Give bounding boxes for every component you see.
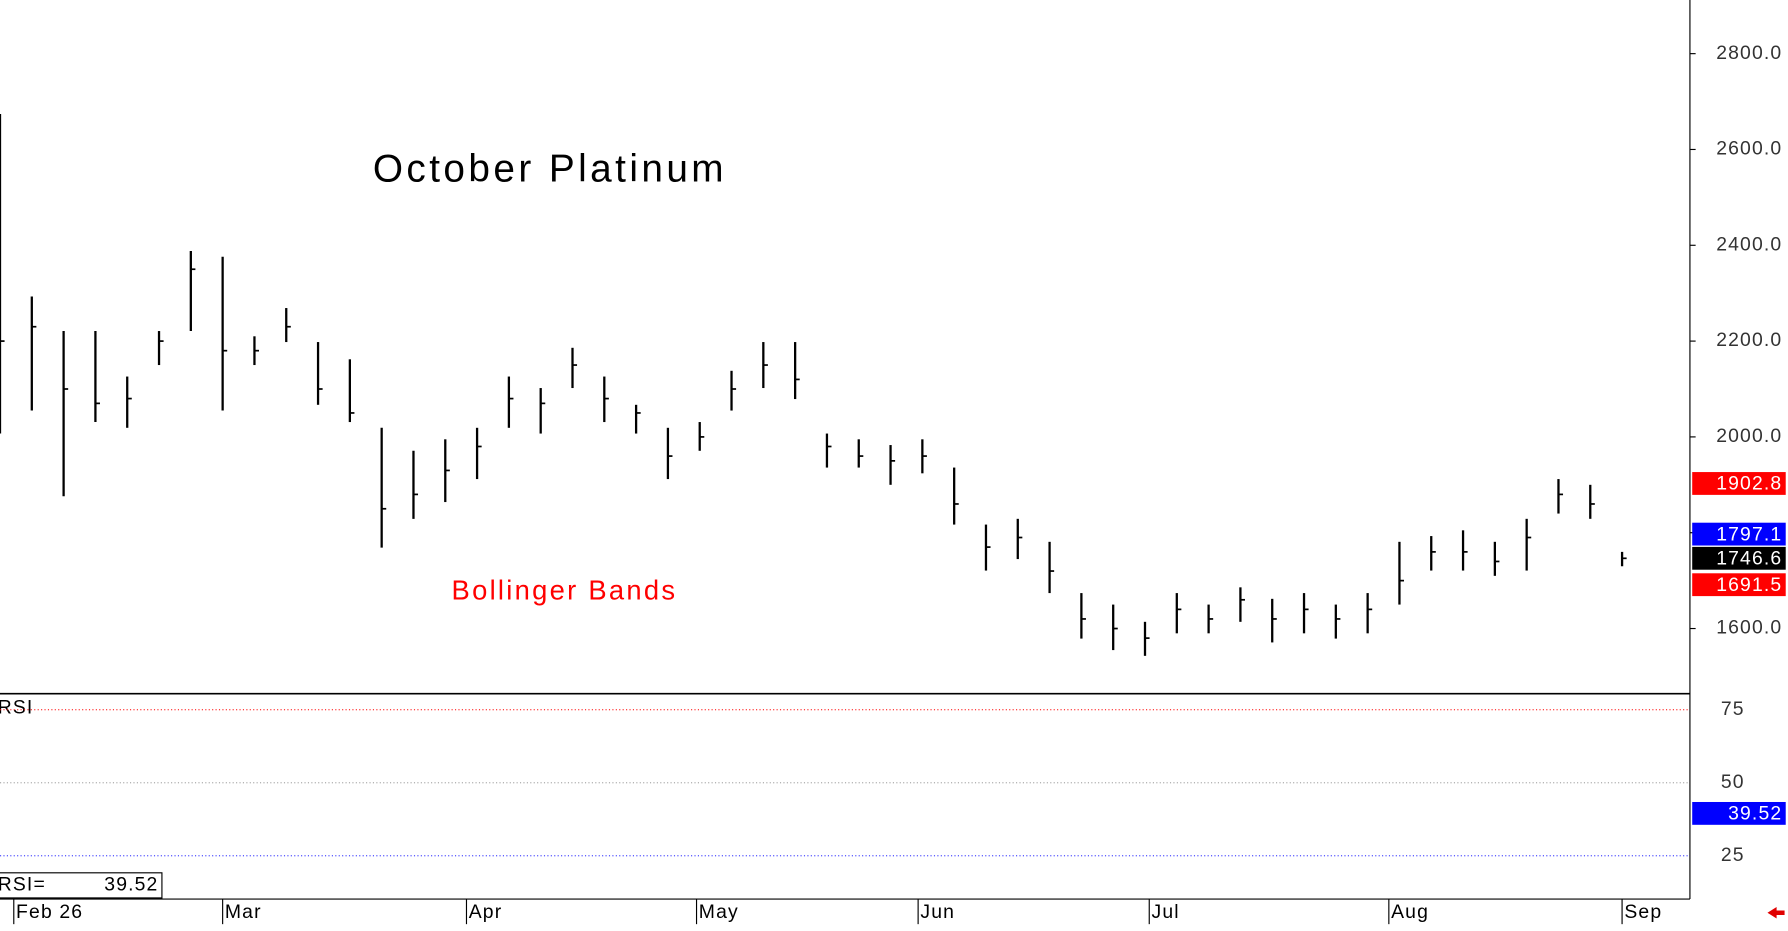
value-tag-label: 1746.6 [1716, 548, 1782, 570]
panel-label: RSI [0, 697, 33, 719]
y-tick-label: 50 [1721, 771, 1745, 793]
value-tag-label: 1797.1 [1716, 523, 1782, 545]
value-tag-label: 1902.8 [1716, 473, 1782, 495]
x-tick-label: Jun [920, 901, 955, 923]
y-tick-label: 75 [1721, 698, 1745, 720]
value-tag [1692, 472, 1786, 495]
y-tick-label: 25 [1721, 844, 1745, 866]
y-tick-label: 2800.0 [1716, 42, 1782, 64]
value-tag [1692, 573, 1786, 597]
value-tag-label: 1691.5 [1716, 574, 1782, 596]
x-tick-label: Feb 26 [16, 901, 83, 923]
annotation: Bollinger Bands [452, 574, 678, 605]
readout-box [0, 872, 163, 899]
value-tag-label: 39.52 [1728, 803, 1782, 825]
y-tick-label: 2000.0 [1716, 425, 1782, 447]
value-tag [1692, 546, 1786, 570]
x-tick-label: Sep [1624, 901, 1662, 923]
x-tick-label: Aug [1391, 901, 1429, 923]
readout-label: RSI= [0, 873, 46, 895]
value-tag [1692, 522, 1786, 546]
y-tick-label: 2400.0 [1716, 233, 1782, 255]
x-tick-label: May [699, 901, 739, 923]
y-tick-label: 2200.0 [1716, 329, 1782, 351]
chart-title: October Platinum [373, 147, 727, 190]
y-tick-label: 2600.0 [1716, 138, 1782, 160]
x-tick-label: Apr [469, 901, 503, 923]
y-tick-label: 1600.0 [1716, 617, 1782, 639]
readout-value: 39.52 [104, 873, 158, 895]
x-tick-label: Jul [1152, 901, 1180, 923]
scroll-arrow[interactable] [1767, 907, 1785, 919]
x-tick-label: Mar [225, 901, 262, 923]
value-tag [1692, 801, 1786, 825]
